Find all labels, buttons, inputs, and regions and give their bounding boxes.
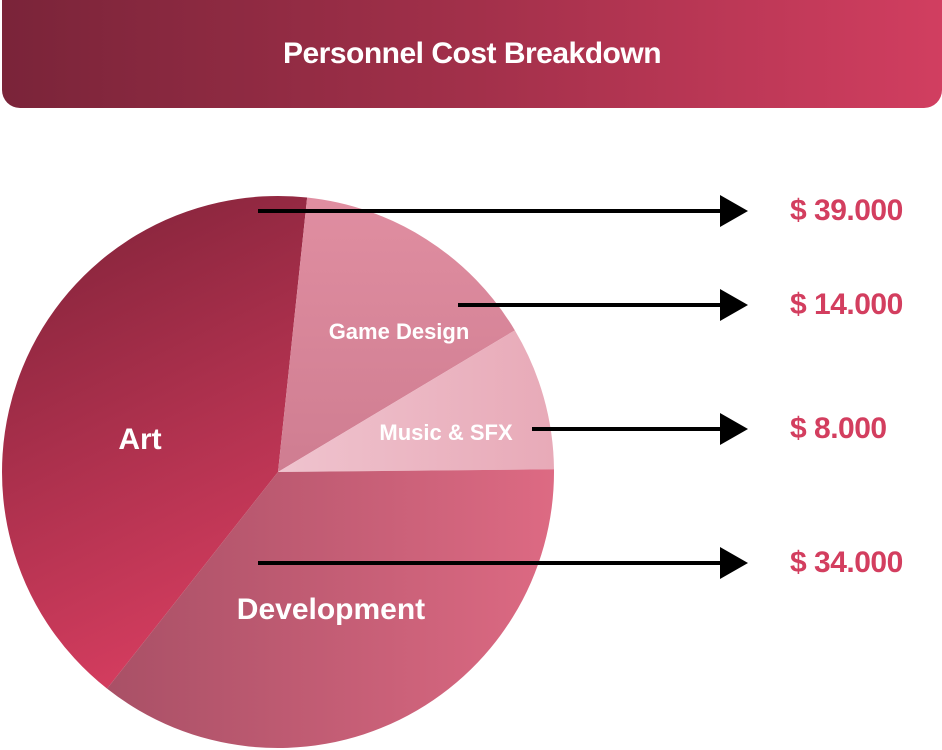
pie-slice-game-design bbox=[278, 197, 515, 473]
slice-label-art: Art bbox=[118, 423, 161, 456]
value-label-music-and-sfx: $ 8.000 bbox=[790, 412, 887, 445]
pie-slice-music-and-sfx bbox=[278, 330, 554, 472]
pie-slice-art bbox=[2, 195, 308, 689]
value-label-development: $ 34.000 bbox=[790, 546, 903, 579]
value-label-art: $ 39.000 bbox=[790, 194, 903, 227]
page-title: Personnel Cost Breakdown bbox=[282, 37, 662, 70]
slice-label-development: Development bbox=[237, 593, 425, 626]
header-banner: Personnel Cost Breakdown bbox=[2, 0, 942, 108]
value-label-game-design: $ 14.000 bbox=[790, 288, 903, 321]
slice-label-music-and-sfx: Music & SFX bbox=[379, 420, 513, 445]
pie-slice-development bbox=[107, 469, 555, 748]
slice-label-game-design: Game Design bbox=[329, 319, 470, 344]
